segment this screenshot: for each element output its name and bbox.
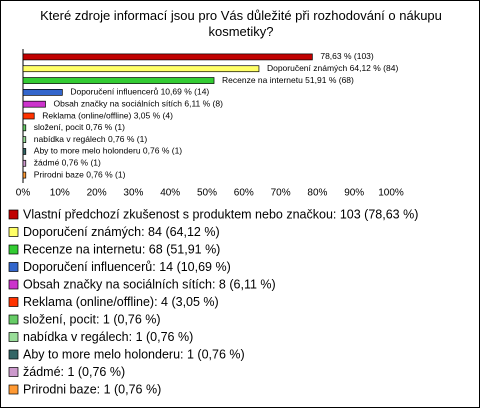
legend-swatch bbox=[8, 262, 19, 272]
x-tick-label: 50% bbox=[197, 188, 217, 199]
value-label: žádmé 0,76 % (1) bbox=[34, 158, 101, 168]
bar bbox=[22, 77, 215, 84]
legend-swatch bbox=[8, 349, 19, 360]
value-label: Doporučení influencerů 10,69 % (14) bbox=[70, 87, 209, 97]
legend-swatch bbox=[8, 227, 19, 237]
bar bbox=[22, 53, 313, 61]
chart-title: Které zdroje informací jsou pro Vás důle… bbox=[40, 8, 442, 39]
x-tick-label: 60% bbox=[234, 188, 254, 199]
legend-label: složení, pocit: 1 (0,76 %) bbox=[23, 312, 161, 326]
legend-swatch bbox=[8, 297, 19, 307]
bar bbox=[22, 136, 27, 143]
legend-label: nabídka v regálech: 1 (0,76 %) bbox=[23, 330, 193, 344]
legend-swatch bbox=[8, 367, 19, 377]
legend-label: Reklama (online/offline): 4 (3,05 %) bbox=[23, 295, 219, 309]
value-label: složení, pocit 0,76 % (1) bbox=[34, 122, 125, 132]
value-label: nabídka v regálech 0,76 % (1) bbox=[34, 134, 148, 144]
value-label: Aby to more melo holonderu 0,76 % (1) bbox=[34, 146, 183, 156]
x-tick-label: 90% bbox=[344, 188, 364, 199]
value-label: Prirodni baze 0,76 % (1) bbox=[34, 169, 126, 179]
x-tick-label: 100% bbox=[378, 188, 404, 199]
legend-swatch bbox=[8, 244, 19, 255]
legend-label: Doporučení známých: 84 (64,12 %) bbox=[23, 225, 220, 239]
value-label: Obsah značky na sociálních sítích 6,11 %… bbox=[53, 98, 223, 108]
legend-label: Doporučení influencerů: 14 (10,69 %) bbox=[23, 260, 231, 274]
legend-swatch bbox=[8, 384, 19, 395]
legend-label: Obsah značky na sociálních sítích: 8 (6,… bbox=[23, 277, 276, 291]
x-tick-label: 80% bbox=[307, 188, 327, 199]
legend-swatch bbox=[8, 332, 19, 342]
value-label: Doporučení známých 64,12 % (84) bbox=[267, 63, 399, 73]
bar bbox=[22, 89, 63, 96]
legend-label: Vlastní předchozí zkušenost s produktem … bbox=[23, 207, 418, 221]
bar bbox=[22, 148, 27, 155]
x-tick-label: 70% bbox=[271, 188, 291, 199]
legend-label: Prirodni baze: 1 (0,76 %) bbox=[23, 382, 161, 396]
value-label: Reklama (online/offline) 3,05 % (4) bbox=[42, 110, 173, 120]
bar bbox=[22, 171, 27, 179]
bar bbox=[22, 100, 46, 108]
legend-label: žádmé: 1 (0,76 %) bbox=[23, 365, 125, 379]
legend-label: Recenze na internetu: 68 (51,91 %) bbox=[23, 242, 220, 256]
bar bbox=[22, 124, 27, 132]
x-tick-label: 10% bbox=[50, 188, 70, 199]
value-label: Recenze na internetu 51,91 % (68) bbox=[222, 75, 354, 85]
legend-swatch bbox=[8, 314, 19, 325]
x-tick-label: 0% bbox=[16, 188, 31, 199]
x-tick-label: 40% bbox=[160, 188, 180, 199]
legend-swatch bbox=[8, 279, 19, 290]
bar bbox=[22, 112, 35, 120]
bar bbox=[22, 65, 260, 73]
legend-label: Aby to more melo holonderu: 1 (0,76 %) bbox=[23, 347, 245, 361]
value-label: 78,63 % (103) bbox=[320, 51, 374, 61]
x-tick-label: 20% bbox=[87, 188, 107, 199]
legend-swatch bbox=[8, 209, 19, 220]
bar bbox=[22, 159, 27, 167]
x-tick-label: 30% bbox=[123, 188, 143, 199]
